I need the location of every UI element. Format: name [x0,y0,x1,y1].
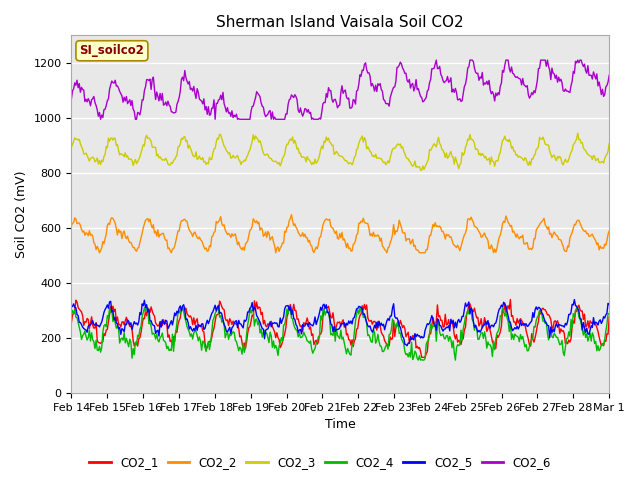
CO2_2 [558,240,566,246]
CO2_1 [235,325,243,331]
CO2_3 [235,156,243,162]
CO2_1 [294,316,302,322]
CO2_3 [605,141,613,146]
CO2_2 [68,222,76,228]
CO2_6 [605,72,613,78]
CO2_1 [558,328,566,334]
CO2_1 [369,321,376,327]
CO2_3 [294,145,302,151]
CO2_2 [95,250,103,256]
CO2_2 [371,233,378,239]
Line: CO2_2: CO2_2 [72,215,609,253]
Title: Sherman Island Vaisala Soil CO2: Sherman Island Vaisala Soil CO2 [216,15,464,30]
CO2_4 [396,330,403,336]
CO2_5 [557,322,564,328]
CO2_5 [294,329,302,335]
CO2_2 [605,228,613,234]
CO2_1 [506,297,514,302]
Line: CO2_1: CO2_1 [72,300,609,357]
Line: CO2_4: CO2_4 [72,308,609,360]
CO2_6 [396,62,403,68]
CO2_4 [369,327,377,333]
CO2_5 [394,318,402,324]
CO2_6 [68,96,76,102]
CO2_6 [296,109,303,115]
CO2_6 [465,64,473,70]
CO2_1 [464,308,472,313]
CO2_4 [296,330,303,336]
CO2_3 [369,153,376,159]
CO2_1 [68,320,76,325]
Line: CO2_5: CO2_5 [72,300,609,346]
CO2_5 [68,304,76,310]
CO2_2 [236,243,244,249]
CO2_3 [574,130,582,136]
CO2_6 [558,80,566,86]
X-axis label: Time: Time [325,419,356,432]
Y-axis label: Soil CO2 (mV): Soil CO2 (mV) [15,170,28,258]
CO2_6 [433,57,440,63]
Text: SI_soilco2: SI_soilco2 [79,44,145,57]
CO2_5 [464,302,472,308]
Legend: CO2_1, CO2_2, CO2_3, CO2_4, CO2_5, CO2_6: CO2_1, CO2_2, CO2_3, CO2_4, CO2_5, CO2_6 [84,452,556,474]
Line: CO2_6: CO2_6 [72,60,609,119]
CO2_5 [235,317,243,323]
CO2_3 [394,141,402,147]
CO2_4 [465,311,473,317]
CO2_1 [394,318,402,324]
CO2_4 [68,312,76,318]
CO2_3 [464,136,472,142]
CO2_3 [557,156,564,161]
CO2_6 [369,84,377,89]
CO2_3 [417,168,424,173]
CO2_1 [605,314,613,320]
CO2_2 [465,216,473,222]
CO2_2 [287,212,295,217]
Line: CO2_3: CO2_3 [72,133,609,170]
CO2_4 [106,305,113,311]
CO2_4 [558,337,566,343]
CO2_5 [570,297,578,302]
CO2_4 [605,311,613,317]
CO2_2 [397,221,404,227]
CO2_4 [236,344,244,350]
CO2_3 [68,144,76,150]
CO2_6 [97,116,104,122]
CO2_4 [415,357,422,363]
CO2_1 [418,354,426,360]
CO2_2 [296,233,304,239]
CO2_5 [369,329,376,335]
CO2_5 [605,302,613,308]
CO2_5 [403,343,411,348]
CO2_6 [236,116,244,122]
